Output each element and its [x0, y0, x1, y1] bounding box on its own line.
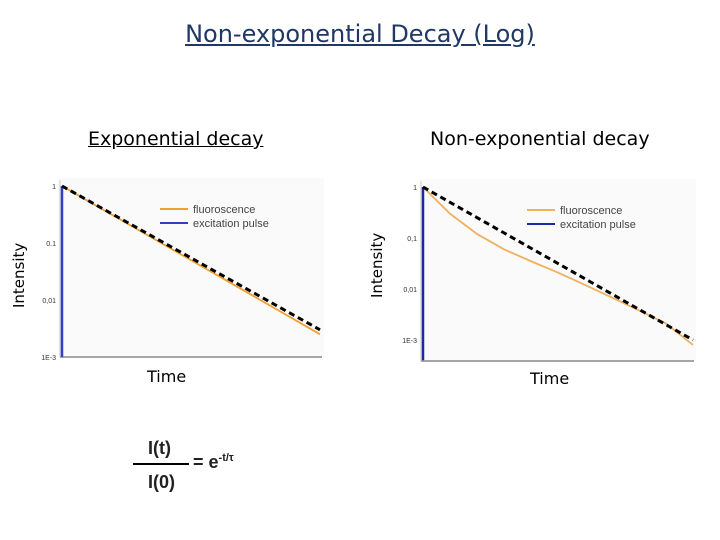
- y-tick-label: 1: [413, 185, 417, 192]
- fraction-bar: [133, 463, 189, 465]
- formula-equals: = e: [193, 452, 219, 472]
- slide-title: Non-exponential Decay (Log): [185, 20, 535, 48]
- formula-numerator: I(t): [148, 438, 171, 458]
- series-fluoroscence: [61, 185, 321, 336]
- y-tick-label: 0,01: [403, 287, 417, 294]
- y-tick-label: 0.1: [46, 241, 56, 248]
- series-fluoroscence: [422, 186, 694, 346]
- legend-label: excitation pulse: [193, 218, 269, 230]
- formula-exponent: -t/τ: [218, 452, 234, 464]
- formula-denominator: I(0): [148, 472, 175, 492]
- y-tick-label: 1: [52, 184, 56, 191]
- chart-2-xlabel: Time: [530, 369, 570, 388]
- y-tick-label: 1E-3: [41, 355, 56, 362]
- y-tick-label: 0,01: [42, 298, 56, 305]
- legend-label: excitation pulse: [560, 219, 636, 231]
- y-tick-label: 0,1: [407, 236, 417, 243]
- chart-1-xlabel: Time: [147, 367, 187, 386]
- legend-label: fluoroscence: [193, 204, 255, 216]
- legend-label: fluoroscence: [560, 205, 622, 217]
- chart-1-title: Exponential decay: [88, 128, 264, 150]
- chart-2-title: Non-exponential decay: [430, 128, 650, 150]
- formula-rhs: = e-t/τ: [193, 452, 234, 473]
- series-exponential-fit: [422, 185, 694, 342]
- plot-area-2: [419, 179, 696, 361]
- y-tick-label: 1E-3: [402, 338, 417, 345]
